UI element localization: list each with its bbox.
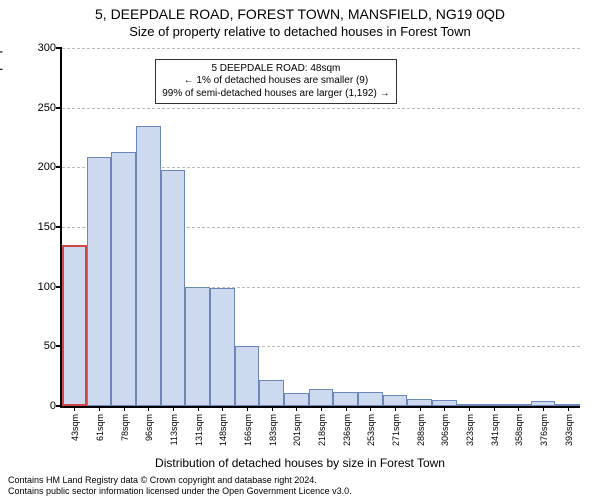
x-axis-label: Distribution of detached houses by size … — [0, 456, 600, 470]
histogram-bar — [284, 393, 309, 406]
x-tick-label: 271sqm — [391, 414, 401, 446]
x-tick-label: 393sqm — [564, 414, 574, 446]
x-tick-label: 341sqm — [490, 414, 500, 446]
histogram-bar — [87, 157, 112, 406]
page-subtitle: Size of property relative to detached ho… — [0, 24, 600, 39]
histogram-plot: 5 DEEPDALE ROAD: 48sqm ← 1% of detached … — [60, 48, 580, 408]
x-tick — [543, 406, 544, 411]
histogram-bar — [383, 395, 408, 406]
x-tick-label: 253sqm — [366, 414, 376, 446]
y-tick-label: 150 — [38, 221, 56, 233]
annotation-line: ← 1% of detached houses are smaller (9) — [162, 75, 389, 88]
x-tick — [296, 406, 297, 411]
histogram-bar — [309, 389, 334, 406]
x-tick — [568, 406, 569, 411]
x-tick — [148, 406, 149, 411]
histogram-bar — [358, 392, 383, 406]
x-tick-label: 306sqm — [440, 414, 450, 446]
x-tick-label: 43sqm — [70, 414, 80, 441]
x-tick-label: 323sqm — [465, 414, 475, 446]
y-tick-label: 250 — [38, 102, 56, 114]
x-tick — [198, 406, 199, 411]
histogram-bar — [481, 404, 506, 406]
x-tick — [494, 406, 495, 411]
x-tick-label: 183sqm — [268, 414, 278, 446]
x-tick-label: 113sqm — [169, 414, 179, 445]
histogram-bar — [210, 288, 235, 406]
x-tick-label: 78sqm — [120, 414, 130, 441]
histogram-bar — [185, 287, 210, 406]
y-axis-label: Number of detached properties — [0, 0, 3, 250]
x-tick-label: 218sqm — [317, 414, 327, 446]
x-tick-label: 358sqm — [514, 414, 524, 446]
x-tick — [444, 406, 445, 411]
x-tick — [518, 406, 519, 411]
histogram-bar — [407, 399, 432, 406]
x-tick — [395, 406, 396, 411]
x-tick-label: 288sqm — [416, 414, 426, 446]
x-tick-label: 61sqm — [95, 414, 105, 441]
x-tick — [173, 406, 174, 411]
x-tick-label: 131sqm — [194, 414, 204, 446]
histogram-bar — [457, 404, 482, 406]
highlight-marker — [62, 245, 87, 406]
x-tick-label: 376sqm — [539, 414, 549, 446]
y-tick-label: 200 — [38, 161, 56, 173]
y-tick-label: 100 — [38, 281, 56, 293]
x-tick-label: 201sqm — [292, 414, 302, 446]
x-tick — [346, 406, 347, 411]
histogram-bar — [111, 152, 136, 406]
footer-line: Contains HM Land Registry data © Crown c… — [8, 475, 592, 485]
histogram-bar — [506, 404, 531, 406]
footer-attribution: Contains HM Land Registry data © Crown c… — [8, 475, 592, 496]
y-tick-label: 50 — [44, 340, 56, 352]
histogram-bar — [531, 401, 556, 406]
annotation-line: 5 DEEPDALE ROAD: 48sqm — [162, 63, 389, 76]
histogram-bar — [235, 346, 260, 406]
x-tick — [370, 406, 371, 411]
x-tick — [74, 406, 75, 411]
x-tick — [222, 406, 223, 411]
x-tick — [124, 406, 125, 411]
histogram-bar — [555, 404, 580, 406]
histogram-bar — [136, 126, 161, 406]
annotation-line: 99% of semi-detached houses are larger (… — [162, 88, 389, 101]
x-tick-label: 96sqm — [144, 414, 154, 441]
annotation-box: 5 DEEPDALE ROAD: 48sqm ← 1% of detached … — [155, 59, 396, 105]
histogram-bar — [333, 392, 358, 406]
page-title: 5, DEEPDALE ROAD, FOREST TOWN, MANSFIELD… — [0, 6, 600, 22]
x-tick — [321, 406, 322, 411]
x-tick — [272, 406, 273, 411]
histogram-bar — [259, 380, 284, 406]
x-tick — [247, 406, 248, 411]
y-tick-label: 0 — [50, 400, 56, 412]
x-tick-label: 166sqm — [243, 414, 253, 446]
footer-line: Contains public sector information licen… — [8, 486, 592, 496]
y-tick-label: 300 — [38, 42, 56, 54]
x-tick — [99, 406, 100, 411]
histogram-bar — [432, 400, 457, 406]
x-tick — [420, 406, 421, 411]
x-tick-label: 148sqm — [218, 414, 228, 446]
x-tick — [469, 406, 470, 411]
histogram-bar — [161, 170, 186, 406]
x-tick-label: 236sqm — [342, 414, 352, 446]
